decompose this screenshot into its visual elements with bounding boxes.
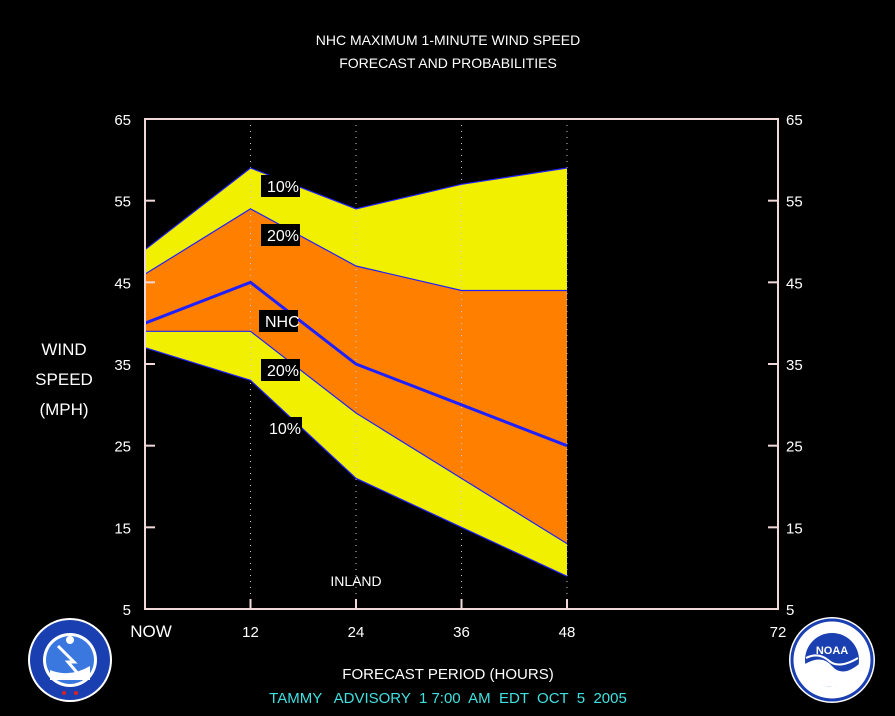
x-tick-label: 48 <box>559 624 576 641</box>
band-edge-20pct-upper <box>144 208 567 292</box>
y-tick-label-right: 35 <box>786 357 803 374</box>
y-tick-label-left: 5 <box>123 602 131 619</box>
chart-subtitle: FORECAST AND PROBABILITIES <box>339 55 557 71</box>
y-axis-label-line: WIND <box>41 340 86 359</box>
label-text: 10% <box>267 179 299 196</box>
label-text: NHC <box>265 314 300 331</box>
label-20pct-lower: 20% <box>261 359 300 381</box>
label-text: 20% <box>267 363 299 380</box>
label-box <box>261 359 300 381</box>
y-tick-label-left: 35 <box>114 357 131 374</box>
x-tick-label: 36 <box>453 624 470 641</box>
noaa-logo-icon: NOAA <box>789 617 875 703</box>
x-tick-label: NOW <box>130 622 172 641</box>
y-axis-label-line: SPEED <box>35 370 93 389</box>
y-tick-label-left: 15 <box>114 520 131 537</box>
x-tick-label: 24 <box>348 624 365 641</box>
y-tick-label-left: 65 <box>114 112 131 129</box>
label-box <box>259 310 298 332</box>
band-edge-20pct-lower <box>145 330 568 545</box>
label-10pct-upper: 10% <box>261 175 300 197</box>
band-edge-10pct-lower <box>144 347 568 577</box>
y-tick-label-left: 25 <box>114 439 131 456</box>
y-axis-label-line: (MPH) <box>39 400 88 419</box>
label-20pct-upper: 20% <box>261 224 300 246</box>
chart-title: NHC MAXIMUM 1-MINUTE WIND SPEED <box>316 32 580 48</box>
y-axis-label: WIND SPEED (MPH) <box>35 340 93 419</box>
x-tick-label: 72 <box>770 624 787 641</box>
label-nhc: NHC <box>259 310 300 332</box>
y-tick-label-right: 25 <box>786 439 803 456</box>
inland-annotation: INLAND <box>330 573 381 589</box>
y-tick-label-right: 5 <box>786 602 794 619</box>
label-text: 10% <box>269 421 301 438</box>
y-tick-label-right: 15 <box>786 520 803 537</box>
y-tick-label-left: 55 <box>114 194 131 211</box>
y-tick-label-right: 55 <box>786 194 803 211</box>
band-edge-10pct-upper <box>144 167 568 251</box>
x-axis-label: FORECAST PERIOD (HOURS) <box>342 666 553 683</box>
nws-logo-icon <box>28 618 112 702</box>
label-box <box>263 417 302 439</box>
nhc-forecast-line <box>144 280 568 448</box>
noaa-logo-text: NOAA <box>816 645 848 657</box>
series-labels: 10% 20% NHC 20% 10% <box>259 175 302 439</box>
label-10pct-lower: 10% <box>263 417 302 439</box>
y-tick-label-left: 45 <box>114 275 131 292</box>
label-box <box>261 175 300 197</box>
y-tick-label-right: 45 <box>786 275 803 292</box>
advisory-footer: TAMMY ADVISORY 1 7:00 AM EDT OCT 5 2005 <box>269 690 627 707</box>
x-axis-ticks: NOW 12 24 36 48 72 <box>130 599 786 641</box>
y-tick-label-right: 65 <box>786 112 803 129</box>
label-box <box>261 224 300 246</box>
probability-bands <box>145 168 567 577</box>
x-tick-label: 12 <box>242 624 259 641</box>
forecast-lines <box>144 167 568 577</box>
label-text: 20% <box>267 228 299 245</box>
inner-probability-band <box>145 208 567 544</box>
